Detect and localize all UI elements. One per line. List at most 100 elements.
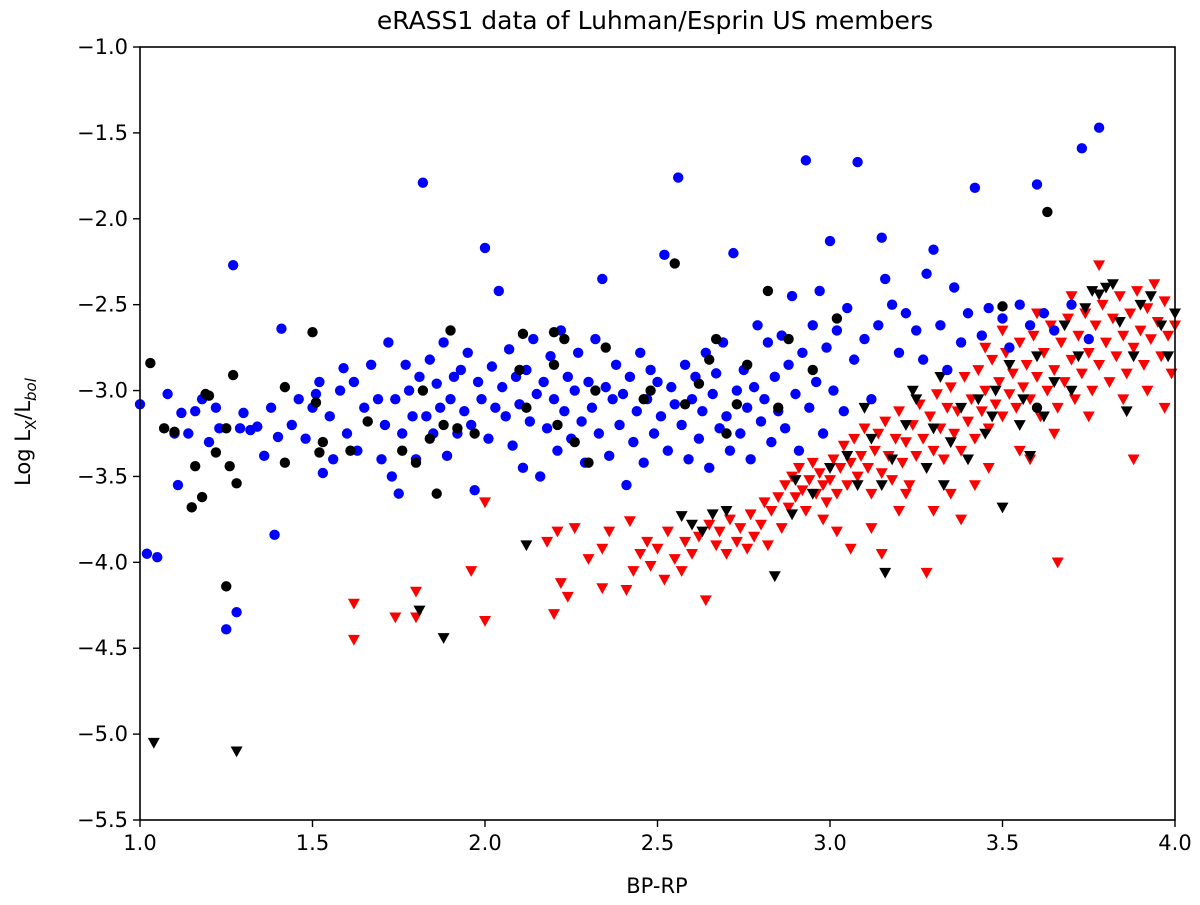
data-point bbox=[742, 402, 753, 413]
data-point bbox=[610, 359, 622, 370]
upper-limit-point bbox=[803, 475, 816, 486]
upper-limit-point bbox=[875, 480, 888, 492]
upper-limit-point bbox=[1024, 451, 1037, 462]
upper-limit-point bbox=[968, 433, 981, 445]
data-point bbox=[645, 385, 656, 396]
data-point bbox=[531, 388, 542, 400]
data-point bbox=[476, 393, 487, 405]
data-point bbox=[997, 301, 1008, 312]
upper-limit-point bbox=[1158, 402, 1171, 414]
upper-limit-point bbox=[1106, 313, 1119, 325]
data-point bbox=[503, 344, 515, 355]
upper-limit-point bbox=[410, 586, 422, 598]
data-point bbox=[269, 529, 280, 541]
data-point bbox=[624, 371, 636, 383]
upper-limit-point bbox=[879, 416, 892, 428]
data-point bbox=[227, 369, 239, 381]
data-point bbox=[621, 479, 632, 491]
upper-limit-point bbox=[1065, 354, 1078, 366]
data-point bbox=[804, 402, 815, 413]
data-point bbox=[334, 385, 346, 396]
upper-limit-point bbox=[782, 502, 795, 514]
data-point bbox=[590, 385, 601, 396]
upper-limit-point bbox=[1127, 454, 1140, 466]
data-point bbox=[676, 419, 687, 431]
x-tick-label: 3.5 bbox=[986, 831, 1019, 855]
upper-limit-point bbox=[830, 526, 843, 538]
data-point bbox=[141, 548, 153, 559]
data-point bbox=[1066, 299, 1077, 310]
upper-limit-point bbox=[1117, 330, 1130, 342]
upper-limit-point bbox=[865, 433, 878, 445]
data-point bbox=[483, 433, 494, 444]
upper-limit-point bbox=[1048, 365, 1061, 376]
upper-limit-point bbox=[865, 523, 878, 534]
data-point bbox=[365, 359, 377, 370]
data-point bbox=[490, 402, 501, 413]
upper-limit-point bbox=[389, 612, 402, 624]
data-point bbox=[176, 407, 187, 419]
y-axis: −1.0 −1.5 −2.0 −2.5 −3.0 −3.5 −4.0 −4.5 −5.0 −5.5 bbox=[77, 35, 140, 832]
upper-limit-point bbox=[824, 463, 836, 474]
x-axis: 1.0 1.5 2.0 2.5 3.0 3.5 4.0 bbox=[123, 820, 1192, 855]
y-tick-label: −1.5 bbox=[77, 121, 128, 145]
data-point bbox=[379, 419, 391, 431]
upper-limit-point bbox=[972, 365, 985, 376]
data-point bbox=[390, 393, 401, 405]
data-point bbox=[372, 393, 384, 405]
data-point bbox=[183, 428, 194, 439]
data-point bbox=[221, 581, 232, 592]
data-point bbox=[669, 399, 680, 410]
data-point bbox=[645, 364, 656, 376]
data-point bbox=[635, 347, 646, 358]
data-point bbox=[638, 457, 649, 468]
data-point bbox=[807, 364, 818, 376]
upper-limit-point bbox=[1031, 351, 1043, 363]
upper-limit-point bbox=[1089, 320, 1102, 332]
upper-limit-point bbox=[948, 428, 961, 440]
upper-limit-point bbox=[675, 566, 688, 577]
upper-limit-point bbox=[834, 463, 847, 474]
upper-limit-point bbox=[813, 468, 826, 480]
series-2 bbox=[147, 279, 1181, 758]
data-point bbox=[728, 247, 739, 259]
upper-limit-point bbox=[686, 519, 698, 531]
data-point bbox=[469, 484, 480, 496]
upper-limit-point bbox=[851, 480, 864, 492]
upper-limit-point bbox=[758, 497, 771, 509]
upper-limit-point bbox=[979, 428, 992, 440]
upper-limit-point bbox=[1127, 342, 1140, 354]
data-point bbox=[328, 454, 339, 465]
data-point bbox=[748, 381, 760, 393]
upper-limit-point bbox=[799, 506, 812, 517]
upper-limit-point bbox=[744, 509, 757, 521]
upper-limit-point bbox=[989, 385, 1002, 397]
data-point bbox=[807, 320, 818, 331]
data-point bbox=[648, 428, 660, 439]
data-point bbox=[866, 393, 877, 405]
x-tick-label: 4.0 bbox=[1158, 831, 1191, 855]
data-point bbox=[469, 428, 480, 439]
upper-limit-point bbox=[1148, 279, 1161, 291]
data-point bbox=[852, 156, 863, 168]
data-point bbox=[955, 337, 967, 348]
upper-limit-point bbox=[620, 585, 633, 596]
upper-limit-point bbox=[962, 454, 974, 466]
upper-limit-point bbox=[941, 402, 954, 414]
data-point bbox=[548, 393, 560, 405]
series-1 bbox=[145, 206, 1053, 592]
upper-limit-point bbox=[889, 433, 902, 445]
data-point bbox=[455, 364, 467, 376]
upper-limit-point bbox=[479, 615, 491, 627]
data-point bbox=[259, 450, 270, 462]
data-point bbox=[448, 371, 460, 383]
data-point bbox=[769, 371, 780, 383]
upper-limit-point bbox=[920, 567, 933, 579]
data-point bbox=[607, 393, 618, 405]
upper-limit-point bbox=[844, 543, 857, 555]
upper-limit-point bbox=[686, 548, 698, 560]
upper-limit-point bbox=[603, 526, 616, 538]
data-point bbox=[710, 333, 722, 345]
data-point bbox=[590, 333, 601, 345]
upper-limit-point bbox=[596, 583, 609, 595]
